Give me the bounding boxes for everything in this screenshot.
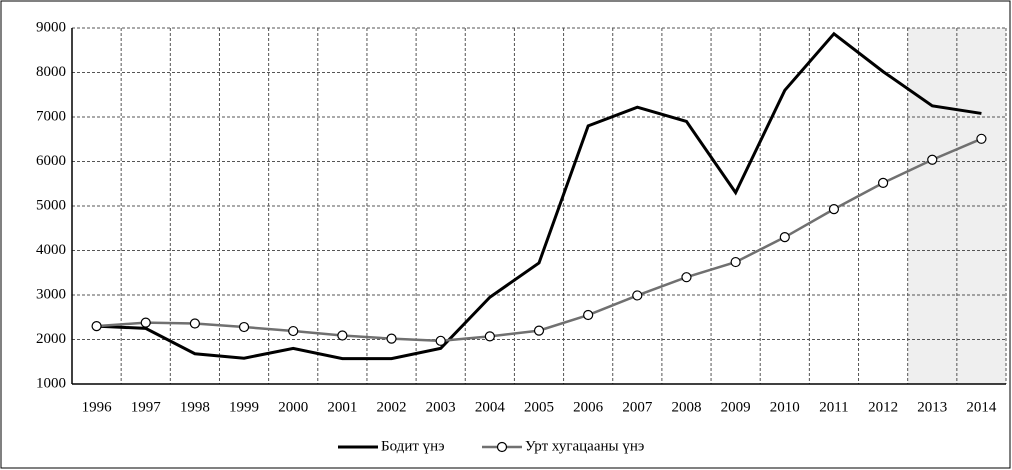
legend-marker [496, 441, 508, 453]
x-tick-label: 2001 [327, 399, 357, 415]
x-tick-label: 2002 [377, 399, 407, 415]
legend-label: Бодит үнэ [381, 438, 445, 454]
y-tick-label: 2000 [36, 331, 66, 347]
point [337, 330, 348, 341]
point [189, 318, 200, 329]
y-tick-label: 9000 [36, 19, 66, 35]
y-tick-label: 5000 [36, 197, 66, 213]
x-tick-label: 1996 [82, 399, 113, 415]
point [779, 232, 790, 243]
x-tick-label: 2013 [917, 399, 947, 415]
y-tick-label: 8000 [36, 64, 66, 80]
legend-label: Урт хугацааны үнэ [525, 438, 644, 454]
x-tick-label: 2006 [573, 399, 604, 415]
point [386, 333, 397, 344]
point [533, 325, 545, 336]
point [238, 321, 250, 333]
x-tick-label: 2010 [770, 399, 800, 415]
point [878, 177, 889, 188]
point [288, 325, 299, 337]
x-tick-label: 2008 [671, 399, 701, 415]
point [140, 317, 151, 328]
point [91, 321, 102, 332]
x-tick-label: 2009 [721, 399, 751, 415]
point [583, 309, 594, 321]
y-tick-label: 1000 [36, 375, 66, 391]
x-tick-label: 1999 [229, 399, 259, 415]
x-tick-label: 2011 [819, 399, 848, 415]
y-tick-label: 7000 [36, 108, 66, 124]
x-tick-label: 2014 [966, 399, 997, 415]
point [681, 272, 692, 283]
y-tick-label: 4000 [36, 242, 66, 258]
point [632, 290, 643, 301]
x-tick-label: 2012 [868, 399, 898, 415]
x-tick-label: 2003 [426, 399, 456, 415]
y-tick-label: 6000 [36, 153, 66, 169]
point [484, 331, 495, 342]
y-tick-label: 3000 [36, 286, 66, 302]
x-tick-label: 1997 [131, 399, 162, 415]
point [927, 154, 938, 165]
x-tick-label: 2000 [278, 399, 308, 415]
x-tick-label: 1998 [180, 399, 210, 415]
point [828, 204, 840, 215]
series-line [96, 31, 982, 361]
x-tick-label: 2007 [622, 399, 653, 415]
point [976, 133, 987, 144]
point [435, 335, 446, 346]
x-tick-label: 2004 [475, 399, 506, 415]
point [730, 256, 741, 268]
x-tick-label: 2005 [524, 399, 554, 415]
